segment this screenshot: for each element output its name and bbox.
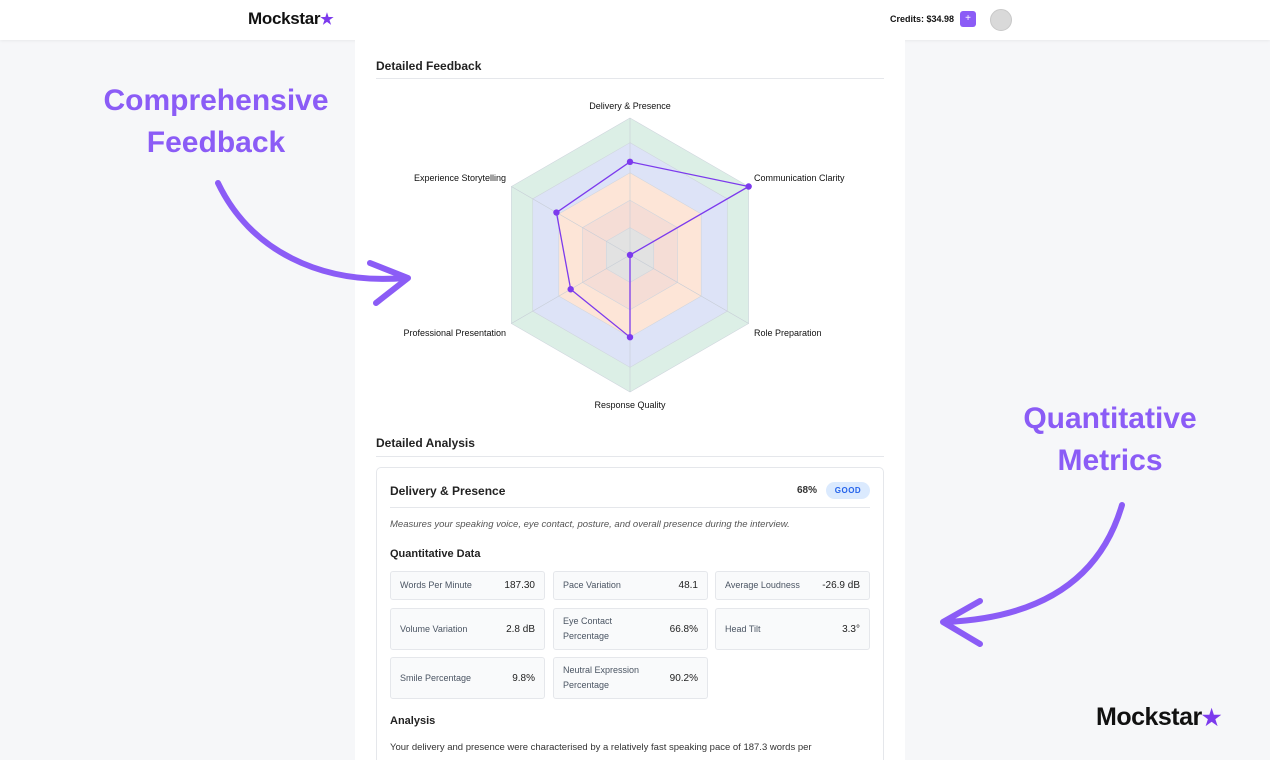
left-arrow-shaft — [215, 180, 408, 282]
metric-label: Neutral Expression — [563, 665, 640, 675]
metric-label: Pace Variation — [563, 580, 621, 590]
right-arrow-shaft — [942, 502, 1125, 625]
callout-right-line1: Quantitative — [1023, 402, 1197, 435]
metric-label: Volume Variation — [400, 624, 468, 634]
footer-brand-text: Mockstar — [1096, 703, 1202, 731]
detailed-feedback-heading: Detailed Feedback — [376, 59, 482, 73]
metric-label: Smile Percentage — [400, 673, 472, 683]
metric-tile-neutral-expression: Neutral Expression Percentage 90.2% — [553, 657, 708, 699]
logo-star-icon: ★ — [320, 11, 334, 28]
category-description: Measures your speaking voice, eye contac… — [390, 519, 790, 530]
callout-right-line2: Metrics — [1057, 444, 1163, 477]
metric-label: Average Loudness — [725, 580, 800, 590]
metric-tile-pace-variation: Pace Variation 48.1 — [553, 571, 708, 600]
radar-points — [553, 158, 752, 341]
footer-brand-star-icon: ★ — [1201, 705, 1222, 730]
analysis-paragraph: Your delivery and presence were characte… — [390, 742, 812, 753]
axis-label-professional-presentation: Professional Presentation — [403, 328, 506, 338]
metric-label: Head Tilt — [725, 624, 761, 634]
app-logo[interactable]: Mockstar★ — [248, 9, 334, 29]
metric-value: 90.2% — [669, 673, 698, 684]
category-title: Delivery & Presence — [390, 484, 506, 498]
radar-point — [567, 286, 574, 293]
metric-value: 9.8% — [512, 673, 535, 684]
add-credits-button[interactable]: + — [960, 11, 976, 27]
axis-label-communication-clarity: Communication Clarity — [754, 173, 845, 183]
radar-axis-line — [629, 254, 749, 324]
quantitative-data-heading: Quantitative Data — [390, 548, 481, 560]
logo-text: Mockstar — [248, 9, 321, 28]
comprehensive-feedback-callout: Comprehensive Feedback — [85, 80, 347, 164]
analysis-heading: Analysis — [390, 715, 436, 727]
metric-label: Words Per Minute — [400, 580, 472, 590]
right-arrow-head-icon — [940, 598, 983, 647]
metric-tile-head-tilt: Head Tilt 3.3° — [715, 608, 870, 650]
axis-label-role-preparation: Role Preparation — [754, 328, 822, 338]
radar-chart: Delivery & Presence Communication Clarit… — [403, 101, 845, 410]
axis-label-experience-storytelling: Experience Storytelling — [414, 173, 506, 183]
footer-brand-logo: Mockstar★ — [1096, 703, 1222, 732]
category-score: 68% — [797, 485, 818, 496]
metric-value: 3.3° — [842, 624, 860, 635]
metric-value: 66.8% — [669, 624, 698, 635]
divider — [376, 456, 884, 457]
radar-axis-line — [511, 186, 631, 256]
top-navigation-bar: Mockstar★ Credits: $34.98 + — [0, 0, 1270, 40]
metric-tile-volume-variation: Volume Variation 2.8 dB — [390, 608, 545, 650]
metric-value: 187.30 — [504, 580, 535, 591]
metric-tile-smile-percentage: Smile Percentage 9.8% — [390, 657, 545, 699]
metric-tile-eye-contact-percentage: Eye Contact Percentage 66.8% — [553, 608, 708, 650]
left-arrow-head-icon — [367, 260, 411, 306]
callout-left-line1: Comprehensive — [103, 84, 329, 117]
metric-tile-words-per-minute: Words Per Minute 187.30 — [390, 571, 545, 600]
radar-point — [626, 251, 634, 259]
metric-label-line2: Percentage — [563, 680, 610, 690]
radar-point — [626, 334, 634, 341]
quantitative-metrics-callout: Quantitative Metrics — [990, 398, 1230, 482]
axis-label-delivery-presence: Delivery & Presence — [589, 101, 671, 111]
radar-axis-labels: Delivery & Presence Communication Clarit… — [403, 101, 845, 410]
user-avatar[interactable] — [990, 9, 1012, 31]
credits-balance: Credits: $34.98 — [890, 14, 955, 24]
metric-value: 48.1 — [678, 580, 698, 591]
rating-badge: GOOD — [826, 482, 870, 499]
metric-value: 2.8 dB — [506, 624, 535, 635]
callout-left-line2: Feedback — [146, 126, 286, 159]
divider — [376, 78, 884, 79]
metric-label-line2: Percentage — [563, 631, 610, 641]
metric-label: Eye Contact — [563, 616, 613, 626]
radar-point — [745, 183, 752, 190]
metric-tile-average-loudness: Average Loudness -26.9 dB — [715, 571, 870, 600]
metric-value: -26.9 dB — [822, 580, 860, 591]
card-divider — [390, 507, 870, 508]
detailed-analysis-heading: Detailed Analysis — [376, 436, 475, 450]
axis-label-response-quality: Response Quality — [594, 400, 666, 410]
radar-point — [626, 158, 634, 166]
radar-point — [553, 209, 560, 216]
